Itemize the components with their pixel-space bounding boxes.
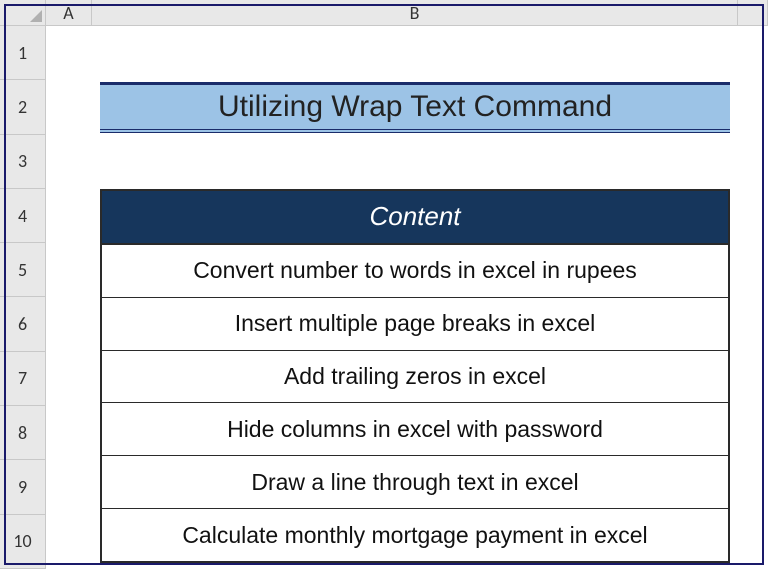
cell-text: Insert multiple page breaks in excel bbox=[235, 310, 596, 337]
row-header-9[interactable]: 9 bbox=[0, 460, 46, 514]
table-row[interactable]: Convert number to words in excel in rupe… bbox=[102, 245, 728, 298]
table-row[interactable]: Hide columns in excel with password bbox=[102, 403, 728, 456]
col-header-B[interactable]: B bbox=[92, 0, 738, 26]
title-cell[interactable]: Utilizing Wrap Text Command bbox=[100, 82, 730, 132]
cell-text: Calculate monthly mortgage payment in ex… bbox=[182, 522, 647, 549]
table-row[interactable]: Calculate monthly mortgage payment in ex… bbox=[102, 509, 728, 561]
table-header-label: Content bbox=[369, 201, 460, 232]
cell-text: Hide columns in excel with password bbox=[227, 416, 603, 443]
row-header-1[interactable]: 1 bbox=[0, 26, 46, 80]
row-header-8[interactable]: 8 bbox=[0, 406, 46, 460]
row-header-3[interactable]: 3 bbox=[0, 135, 46, 189]
col-header-next[interactable] bbox=[738, 0, 768, 26]
table-row[interactable]: Draw a line through text in excel bbox=[102, 456, 728, 509]
select-all-corner[interactable] bbox=[0, 0, 46, 26]
row-header-7[interactable]: 7 bbox=[0, 352, 46, 406]
row-header-2[interactable]: 2 bbox=[0, 80, 46, 134]
row-header-6[interactable]: 6 bbox=[0, 297, 46, 351]
table-header[interactable]: Content bbox=[102, 191, 728, 245]
cell-text: Draw a line through text in excel bbox=[251, 469, 578, 496]
row-header-5[interactable]: 5 bbox=[0, 243, 46, 297]
cells-area: Utilizing Wrap Text Command Content Conv… bbox=[46, 26, 768, 569]
cell-text: Convert number to words in excel in rupe… bbox=[193, 257, 637, 284]
col-header-A[interactable]: A bbox=[46, 0, 92, 26]
row-header-10[interactable]: 10 bbox=[0, 515, 46, 569]
row-header-4[interactable]: 4 bbox=[0, 189, 46, 243]
cell-text: Add trailing zeros in excel bbox=[284, 363, 546, 390]
table-row[interactable]: Add trailing zeros in excel bbox=[102, 351, 728, 404]
title-text: Utilizing Wrap Text Command bbox=[218, 90, 612, 124]
content-table: Content Convert number to words in excel… bbox=[100, 189, 730, 563]
table-row[interactable]: Insert multiple page breaks in excel bbox=[102, 298, 728, 351]
spreadsheet-grid: A B 1 2 3 4 5 6 7 8 9 10 Utilizing Wrap … bbox=[0, 0, 768, 569]
